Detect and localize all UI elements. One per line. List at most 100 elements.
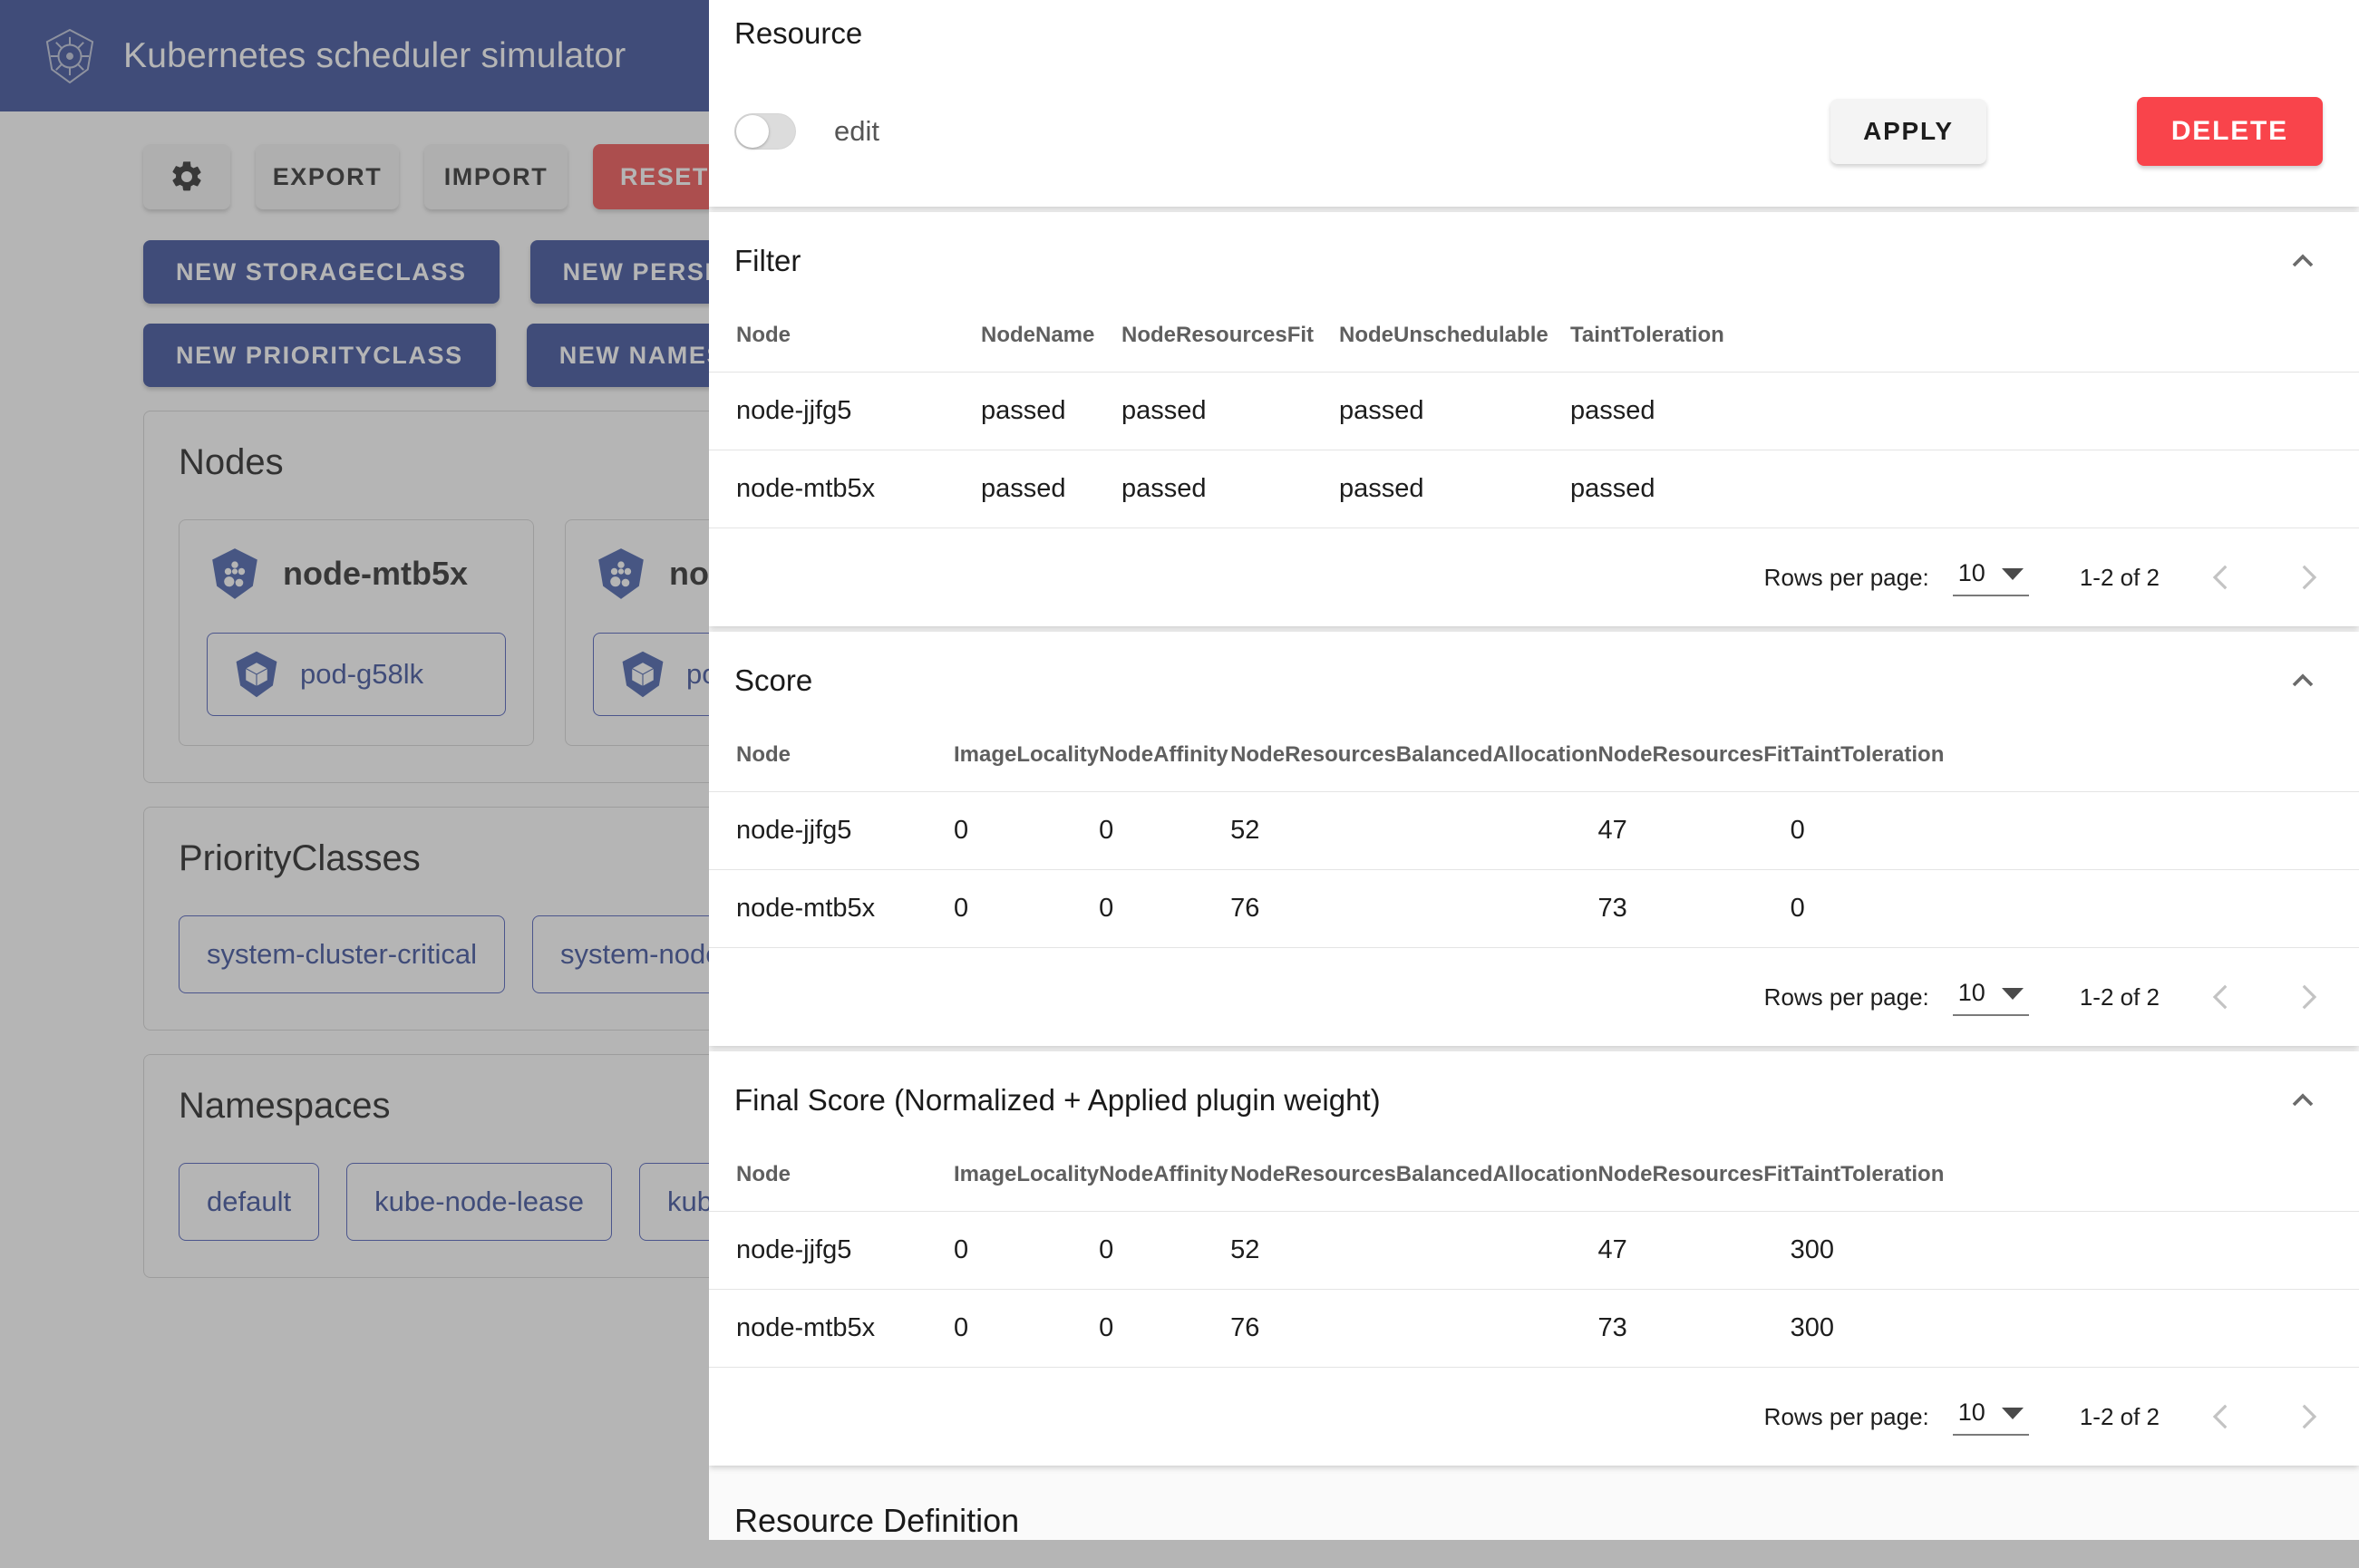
col-node: Node [709, 1138, 954, 1212]
rows-per-page-select[interactable]: 10 [1952, 978, 2029, 1016]
cell-nodeaffinity: 0 [1099, 869, 1231, 948]
chevron-up-icon[interactable] [2285, 243, 2321, 279]
cell-noderesourcesfit: 47 [1597, 791, 1791, 870]
k8s-pod-icon [231, 649, 282, 700]
table-row: node-mtb5x passed passed passed passed [709, 450, 2359, 528]
col-noderesourcesfit: NodeResourcesFit [1597, 1138, 1791, 1212]
k8s-pod-icon [617, 649, 668, 700]
rows-per-page-value: 10 [1957, 1398, 1985, 1426]
cell-nodeaffinity: 0 [1099, 1289, 1231, 1368]
chevron-right-icon[interactable] [2283, 972, 2334, 1022]
cell-node: node-jjfg5 [709, 372, 981, 450]
cell-noderesourcesfit: 73 [1597, 1289, 1791, 1368]
table-row: node-mtb5x 0 0 76 73 300 [709, 1289, 2359, 1368]
rows-per-page-value: 10 [1957, 558, 1985, 586]
col-nodeunschedulable: NodeUnschedulable [1339, 299, 1570, 373]
card-divider [709, 207, 2359, 212]
cell-imagelocality: 0 [954, 1211, 1100, 1290]
nodes-section-title: Nodes [179, 442, 284, 482]
col-tainttoleration: TaintToleration [1790, 719, 2359, 792]
col-node: Node [709, 719, 954, 792]
chevron-up-icon[interactable] [2285, 1082, 2321, 1118]
cell-noderesourcesfit: 73 [1597, 869, 1791, 948]
resource-panel-title: Resource [734, 16, 863, 50]
chevron-left-icon[interactable] [2196, 552, 2247, 603]
new-storageclass-button[interactable]: NEW STORAGECLASS [143, 240, 500, 304]
chevron-left-icon[interactable] [2196, 972, 2247, 1022]
cell-tainttoleration: 0 [1790, 791, 2359, 870]
final-score-pagination: Rows per page: 10 1-2 of 2 [709, 1368, 2359, 1466]
score-section-header: Score [709, 632, 2359, 699]
chevron-right-icon[interactable] [2283, 552, 2334, 603]
rows-per-page-select[interactable]: 10 [1952, 558, 2029, 596]
priorityclass-chip[interactable]: system-cluster-critical [179, 915, 505, 993]
chevron-right-icon[interactable] [2283, 1391, 2334, 1442]
chevron-down-icon [2001, 567, 2024, 580]
rows-per-page-value: 10 [1957, 978, 1985, 1006]
page-range-label: 1-2 of 2 [2079, 982, 2160, 1011]
apply-button[interactable]: APPLY [1830, 99, 1986, 164]
cell-tainttoleration: passed [1570, 372, 2359, 450]
cell-noderesourcesbalancedallocation: 76 [1230, 869, 1598, 948]
rows-per-page-label: Rows per page: [1763, 982, 1929, 1011]
rows-per-page-select[interactable]: 10 [1952, 1398, 2029, 1436]
cell-tainttoleration: 300 [1790, 1211, 2359, 1290]
filter-table: Node NodeName NodeResourcesFit NodeUnsch… [709, 299, 2359, 528]
cell-nodename: passed [981, 372, 1121, 450]
filter-section-header: Filter [709, 212, 2359, 279]
col-tainttoleration: TaintToleration [1570, 299, 2359, 373]
namespace-chip[interactable]: kube-node-lease [346, 1163, 613, 1241]
score-section: Score Node ImageLocality NodeAffinity No… [709, 632, 2359, 1046]
filter-pagination: Rows per page: 10 1-2 of 2 [709, 528, 2359, 626]
final-score-section: Final Score (Normalized + Applied plugin… [709, 1051, 2359, 1466]
cell-noderesourcesfit: 47 [1597, 1211, 1791, 1290]
priorityclasses-section-title: PriorityClasses [179, 838, 421, 878]
new-priorityclass-button[interactable]: NEW PRIORITYCLASS [143, 324, 496, 387]
final-score-section-title: Final Score (Normalized + Applied plugin… [734, 1083, 1381, 1117]
cell-noderesourcesfit: passed [1121, 372, 1339, 450]
cell-node: node-mtb5x [709, 869, 954, 948]
cell-nodeaffinity: 0 [1099, 1211, 1231, 1290]
score-pagination: Rows per page: 10 1-2 of 2 [709, 948, 2359, 1046]
edit-toggle-knob [736, 115, 769, 148]
col-noderesourcesfit: NodeResourcesFit [1597, 719, 1791, 792]
resource-header-actions: APPLY DELETE [1830, 97, 2323, 166]
gear-icon [169, 159, 205, 195]
edit-toggle-label: edit [834, 115, 879, 147]
page-range-label: 1-2 of 2 [2079, 1402, 2160, 1430]
delete-button[interactable]: DELETE [2136, 97, 2323, 166]
namespace-chip[interactable]: default [179, 1163, 320, 1241]
settings-button[interactable] [143, 144, 230, 209]
cell-nodename: passed [981, 450, 1121, 528]
col-noderesourcesfit: NodeResourcesFit [1121, 299, 1339, 373]
node-card[interactable]: node-mtb5x [179, 519, 534, 746]
k8s-node-icon [207, 546, 263, 602]
table-row: node-jjfg5 0 0 52 47 300 [709, 1211, 2359, 1290]
filter-section: Filter Node NodeName NodeResourcesFit No… [709, 212, 2359, 626]
rows-per-page-label: Rows per page: [1763, 1402, 1929, 1430]
final-score-section-header: Final Score (Normalized + Applied plugin… [709, 1051, 2359, 1118]
col-nodeaffinity: NodeAffinity [1099, 1138, 1231, 1212]
cell-noderesourcesfit: passed [1121, 450, 1339, 528]
resource-header-controls: edit APPLY DELETE [734, 82, 2323, 181]
cell-imagelocality: 0 [954, 791, 1100, 870]
cell-node: node-jjfg5 [709, 791, 954, 870]
import-button[interactable]: IMPORT [424, 144, 568, 209]
rows-per-page-label: Rows per page: [1763, 563, 1929, 591]
cell-tainttoleration: 300 [1790, 1289, 2359, 1368]
pod-chip[interactable]: pod-g58lk [207, 633, 506, 716]
edit-toggle[interactable] [734, 113, 796, 150]
cell-noderesourcesbalancedallocation: 52 [1230, 1211, 1598, 1290]
cell-tainttoleration: 0 [1790, 869, 2359, 948]
export-button[interactable]: EXPORT [256, 144, 399, 209]
col-nodeaffinity: NodeAffinity [1099, 719, 1231, 792]
filter-section-title: Filter [734, 244, 801, 277]
chevron-left-icon[interactable] [2196, 1391, 2247, 1442]
cell-node: node-jjfg5 [709, 1211, 954, 1290]
chevron-down-icon [2001, 1407, 2024, 1419]
cell-noderesourcesbalancedallocation: 52 [1230, 791, 1598, 870]
col-imagelocality: ImageLocality [954, 719, 1100, 792]
chevron-up-icon[interactable] [2285, 663, 2321, 699]
cell-nodeunschedulable: passed [1339, 450, 1570, 528]
cell-nodeunschedulable: passed [1339, 372, 1570, 450]
